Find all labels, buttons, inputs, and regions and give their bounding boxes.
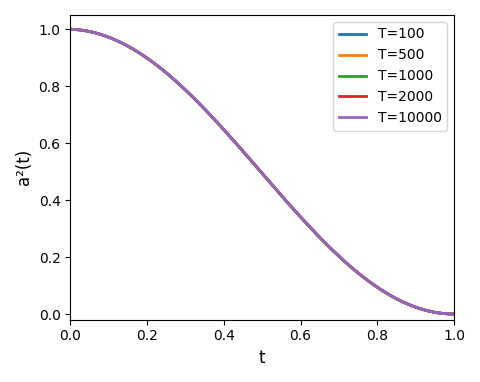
T=10000 (327, 245, 333, 250)
T=2000 (383, 291, 389, 295)
T=500 (314, 233, 320, 237)
T=1000 (381, 289, 386, 293)
Line: T=100: T=100 (70, 29, 454, 314)
T=2000 (298, 215, 304, 220)
Line: T=500: T=500 (70, 29, 454, 314)
T=500 (319, 238, 325, 242)
T=100 (94, 31, 100, 36)
T=500 (179, 84, 184, 89)
T=1000 (366, 279, 372, 284)
T=10000 (107, 35, 112, 40)
T=1000 (432, 310, 438, 315)
T=2000 (76, 28, 82, 32)
Line: T=2000: T=2000 (70, 29, 454, 314)
T=10000 (291, 208, 297, 212)
T=500 (385, 292, 391, 296)
T=1000 (451, 312, 457, 316)
T=100 (336, 254, 342, 259)
T=10000 (67, 27, 73, 32)
T=100 (451, 312, 457, 316)
Line: T=1000: T=1000 (70, 29, 454, 314)
T=2000 (210, 115, 216, 120)
T=10000 (332, 250, 338, 255)
T=2000 (102, 33, 108, 38)
T=100 (298, 215, 303, 219)
Y-axis label: a²(t): a²(t) (15, 149, 33, 186)
Legend: T=100, T=500, T=1000, T=2000, T=10000: T=100, T=500, T=1000, T=2000, T=10000 (333, 22, 447, 131)
T=500 (451, 312, 457, 316)
T=500 (67, 27, 73, 32)
T=2000 (88, 29, 94, 34)
T=2000 (451, 312, 457, 316)
T=100 (244, 154, 250, 158)
T=100 (355, 271, 361, 275)
T=1000 (407, 303, 412, 307)
T=100 (67, 27, 73, 32)
Line: T=10000: T=10000 (70, 29, 454, 314)
T=10000 (432, 310, 438, 315)
T=100 (163, 71, 169, 75)
T=2000 (67, 27, 73, 32)
T=1000 (91, 30, 96, 35)
T=10000 (143, 55, 148, 59)
T=1000 (145, 57, 151, 61)
T=500 (207, 112, 213, 117)
T=500 (163, 70, 168, 74)
X-axis label: t: t (259, 349, 265, 367)
T=10000 (451, 312, 457, 316)
T=1000 (67, 27, 73, 32)
